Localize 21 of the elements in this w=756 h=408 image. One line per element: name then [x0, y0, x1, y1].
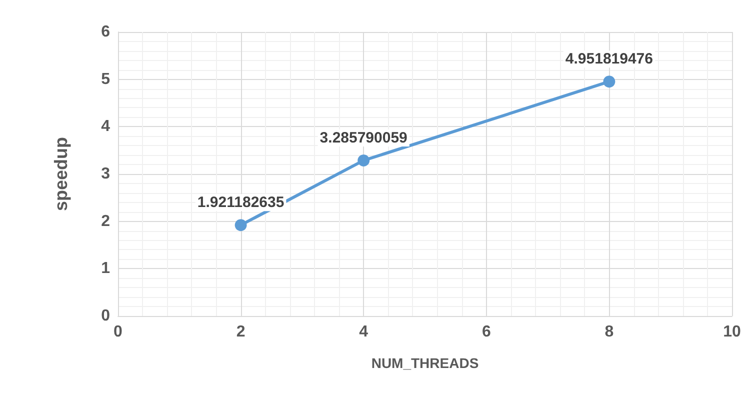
y-tick-label: 3	[101, 166, 110, 182]
x-axis-title: NUM_THREADS	[371, 355, 479, 371]
x-tick-label: 8	[604, 324, 614, 340]
data-label: 3.285790059	[320, 129, 408, 146]
y-axis-title: speedup	[51, 136, 71, 212]
point	[234, 219, 247, 232]
y-tick-label: 5	[101, 70, 110, 88]
x-tick-label: 10	[723, 324, 741, 340]
y-tick-label: 1	[101, 260, 110, 278]
data-label: 1.921182635	[197, 194, 284, 212]
x-tick-label: 6	[482, 324, 491, 340]
point	[603, 76, 616, 88]
y-tick-label: 0	[101, 308, 110, 324]
y-tick-label: 6	[101, 24, 110, 40]
data-label: 4.951819476	[565, 50, 653, 68]
x-tick-label: 0	[114, 324, 123, 340]
x-tick-label: 2	[236, 324, 246, 340]
point	[358, 154, 370, 166]
x-tick-label: 4	[359, 324, 368, 340]
y-tick-label: 4	[101, 118, 110, 136]
y-tick-label: 2	[101, 212, 110, 230]
